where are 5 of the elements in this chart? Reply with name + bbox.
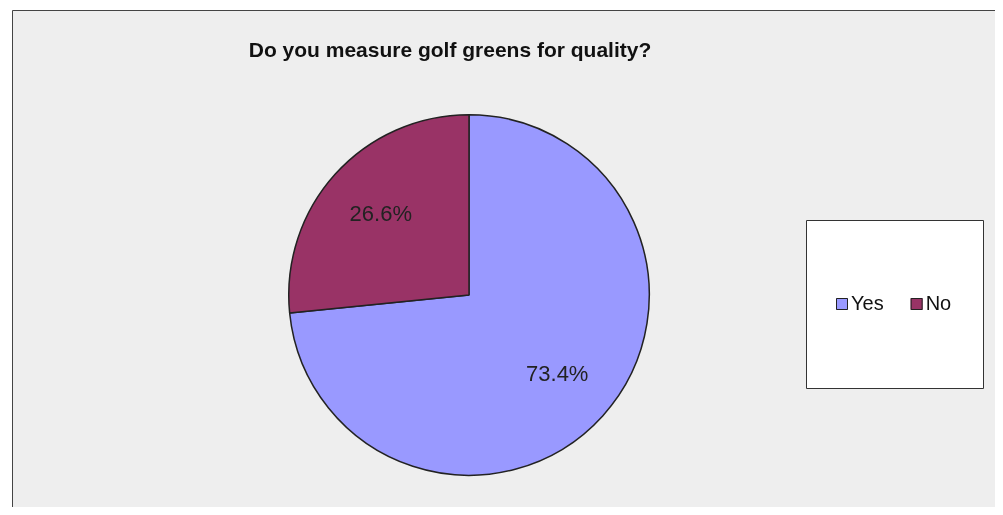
- data-label: 73.4%: [526, 360, 589, 386]
- data-label: 26.6%: [349, 201, 412, 227]
- chart-title: Do you measure golf greens for quality?: [248, 37, 652, 61]
- legend-label: Yes: [851, 291, 884, 314]
- legend-label: No: [925, 291, 952, 314]
